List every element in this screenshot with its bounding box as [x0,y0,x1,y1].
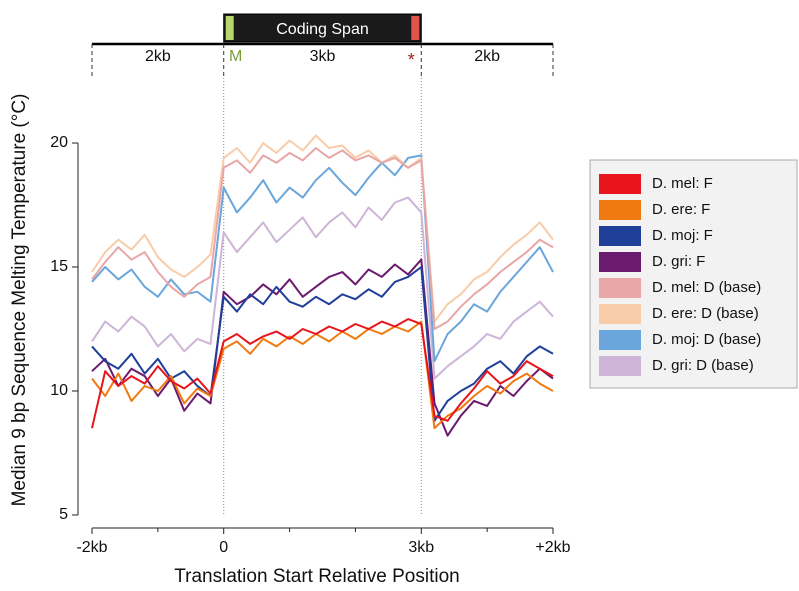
start-marker [225,16,234,40]
start-label: M [229,48,242,65]
series-line [91,318,554,429]
segment-label: 2kb [474,48,500,65]
series-line [91,134,554,323]
series-line [91,266,554,422]
legend-swatch [599,304,641,324]
x-axis-label: Translation Start Relative Position [174,566,459,586]
series-line [91,154,554,363]
y-axis-label: Median 9 bp Sequence Melting Temperature… [9,94,30,507]
legend-label: D. mel: D (base) [652,279,761,296]
y-tick-label: 20 [50,134,68,151]
y-tick-label: 5 [59,506,68,523]
legend-label: D. ere: F [652,201,710,218]
x-tick-label: +2kb [535,539,570,556]
legend-label: D. mel: F [652,175,713,192]
segment-label: 2kb [145,48,171,65]
series-line [91,147,554,330]
series-line [91,258,554,437]
x-tick-label: 0 [219,539,228,556]
legend-label: D. gri: D (base) [652,357,754,374]
legend-label: D. ere: D (base) [652,305,759,322]
legend-swatch [599,356,641,376]
legend-swatch [599,278,641,298]
legend-label: D. moj: D (base) [652,331,761,348]
stop-label: * [408,50,415,70]
stop-marker [411,16,420,40]
series-line [91,196,554,380]
y-tick-label: 15 [50,258,68,275]
legend-swatch [599,252,641,272]
legend-swatch [599,174,641,194]
x-tick-label: -2kb [76,539,107,556]
coding-span-label: Coding Span [276,21,369,38]
coding-span-box [223,13,422,43]
y-tick-label: 10 [50,382,68,399]
legend-swatch [599,200,641,220]
legend-box [589,159,798,389]
segment-label: 3kb [310,48,336,65]
legend-label: D. moj: F [652,227,713,244]
legend-label: D. gri: F [652,253,705,270]
x-tick-label: 3kb [408,539,434,556]
legend-swatch [599,226,641,246]
legend-swatch [599,330,641,350]
